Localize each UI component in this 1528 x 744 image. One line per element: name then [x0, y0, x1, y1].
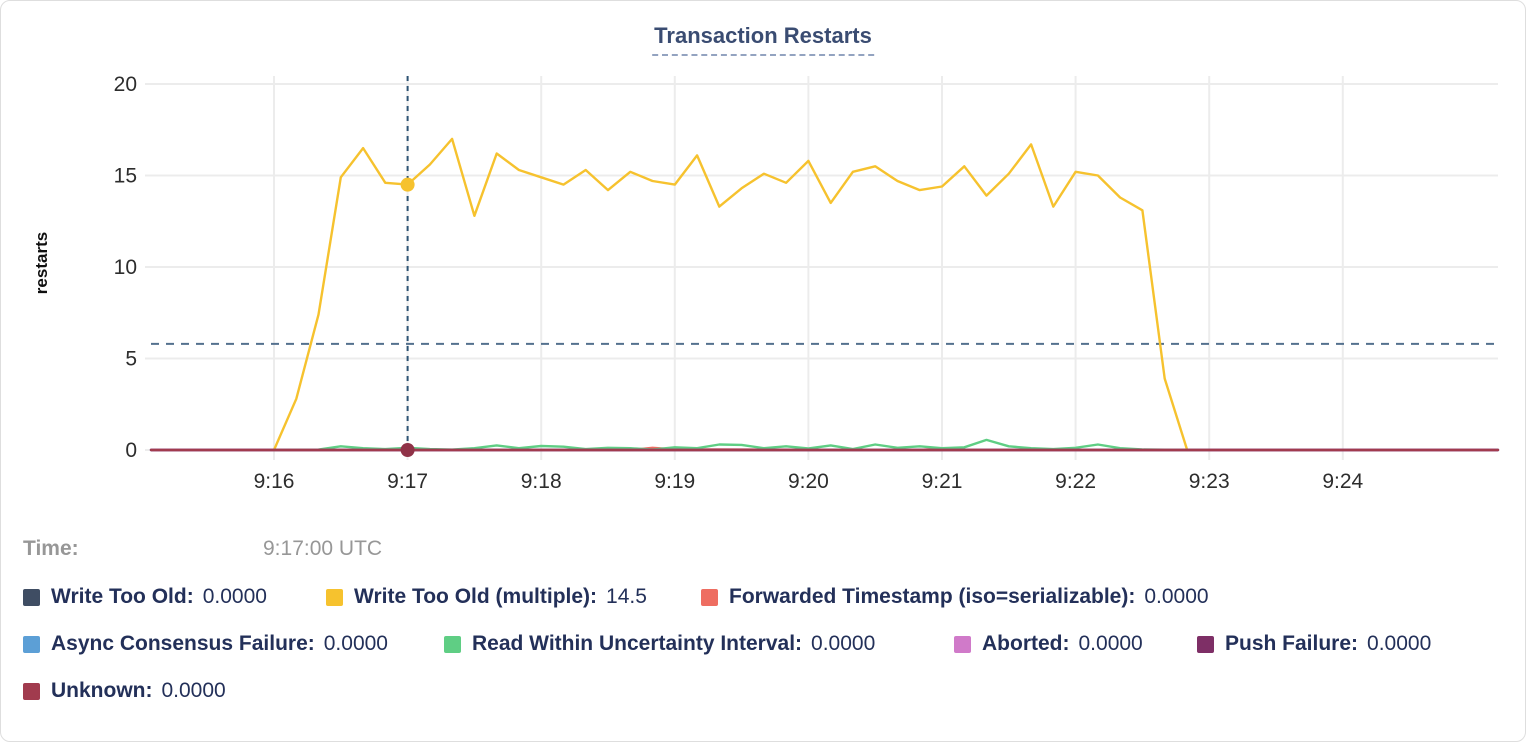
legend-value: 14.5: [606, 585, 647, 608]
legend-value: 0.0000: [161, 679, 226, 702]
time-label: Time:: [23, 537, 79, 560]
legend-row: Async Consensus Failure: 0.0000 Read Withi…: [23, 632, 1515, 656]
legend-label: Async Consensus Failure:: [51, 632, 315, 655]
legend-item-write-too-old: Write Too Old: 0.0000: [23, 585, 326, 609]
legend-value: 0.0000: [323, 632, 388, 655]
legend-item-push-failure: Push Failure: 0.0000: [1197, 632, 1431, 656]
legend-item-write-too-old-multiple: Write Too Old (multiple): 14.5: [326, 585, 701, 609]
legend-value: 0.0000: [811, 632, 876, 655]
legend-label: Write Too Old (multiple):: [354, 585, 598, 608]
legend-swatch: [23, 588, 40, 606]
legend-row: Write Too Old: 0.0000 Write Too Old (multi…: [23, 585, 1515, 609]
y-tick-label: 10: [114, 256, 137, 279]
legend-swatch: [1197, 635, 1214, 653]
hover-point: [400, 177, 415, 192]
x-tick-label: 9:16: [254, 470, 295, 493]
legend-swatch: [23, 682, 40, 700]
hover-time-row: Time: 9:17:00 UTC: [23, 537, 1503, 561]
legend-item-forwarded-timestamp-iso-serializable: Forwarded Timestamp (iso=serializable): 0…: [701, 585, 1209, 609]
legend-swatch: [954, 635, 971, 653]
legend-item-unknown: Unknown: 0.0000: [23, 679, 226, 703]
series-line: [272, 137, 1189, 452]
x-tick-label: 9:22: [1055, 470, 1096, 493]
legend-value: 0.0000: [202, 585, 267, 608]
legend-label: Read Within Uncertainty Interval:: [472, 632, 803, 655]
legend-swatch: [326, 588, 343, 606]
legend-value: 0.0000: [1144, 585, 1209, 608]
legend-label: Forwarded Timestamp (iso=serializable):: [729, 585, 1136, 608]
transaction-restarts-chart[interactable]: 0 5 10 15 20 9:16 9:17 9:18 9:19 9:20 9:21 9:22 9:23…: [1, 1, 1526, 506]
legend-label: Aborted:: [982, 632, 1070, 655]
legend-swatch: [444, 635, 461, 653]
x-tick-label: 9:19: [654, 470, 695, 493]
hover-point: [400, 443, 415, 457]
y-tick-label: 0: [125, 439, 137, 462]
legend-label: Push Failure:: [1225, 632, 1359, 655]
x-tick-label: 9:23: [1189, 470, 1230, 493]
y-axis-label: restarts: [32, 232, 51, 294]
x-tick-label: 9:17: [387, 470, 428, 493]
chart-title[interactable]: Transaction Restarts: [652, 23, 874, 56]
x-tick-label: 9:20: [788, 470, 829, 493]
legend-row: Unknown: 0.0000: [23, 679, 1515, 703]
x-tick-label: 9:24: [1322, 470, 1363, 493]
y-tick-label: 5: [125, 348, 137, 371]
x-tick-label: 9:18: [521, 470, 562, 493]
legend-value: 0.0000: [1078, 632, 1143, 655]
legend-label: Unknown:: [51, 679, 153, 702]
legend-item-async-consensus-failure: Async Consensus Failure: 0.0000: [23, 632, 444, 656]
legend-label: Write Too Old:: [51, 585, 194, 608]
legend-swatch: [701, 588, 718, 606]
chart-legend: Write Too Old: 0.0000 Write Too Old (multi…: [23, 585, 1515, 726]
y-tick-label: 20: [114, 73, 137, 96]
legend-item-aborted: Aborted: 0.0000: [954, 632, 1197, 656]
time-value: 9:17:00 UTC: [263, 537, 383, 560]
y-tick-label: 15: [114, 165, 137, 188]
legend-swatch: [23, 635, 40, 653]
legend-value: 0.0000: [1367, 632, 1432, 655]
x-tick-label: 9:21: [922, 470, 963, 493]
legend-item-read-within-uncertainty-interval: Read Within Uncertainty Interval: 0.0000: [444, 632, 954, 656]
